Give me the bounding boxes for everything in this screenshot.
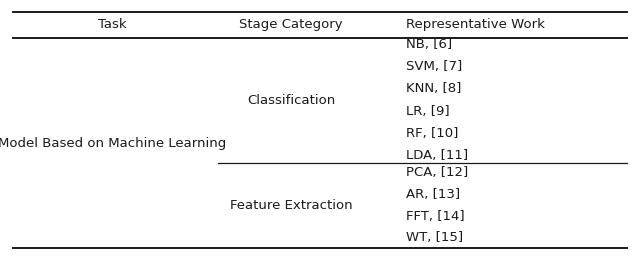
Text: Classification: Classification xyxy=(247,94,335,107)
Text: Representative Work: Representative Work xyxy=(406,18,545,31)
Text: LR, [9]: LR, [9] xyxy=(406,105,450,118)
Text: Task: Task xyxy=(98,18,126,31)
Text: LDA, [11]: LDA, [11] xyxy=(406,150,468,162)
Text: RF, [10]: RF, [10] xyxy=(406,127,459,140)
Text: FFT, [14]: FFT, [14] xyxy=(406,210,465,223)
Text: WT, [15]: WT, [15] xyxy=(406,231,463,244)
Text: Stage Category: Stage Category xyxy=(239,18,343,31)
Text: NB, [6]: NB, [6] xyxy=(406,38,452,51)
Text: PCA, [12]: PCA, [12] xyxy=(406,166,468,179)
Text: KNN, [8]: KNN, [8] xyxy=(406,82,462,95)
Text: Model Based on Machine Learning: Model Based on Machine Learning xyxy=(0,136,226,149)
Text: Feature Extraction: Feature Extraction xyxy=(230,199,353,212)
Text: AR, [13]: AR, [13] xyxy=(406,188,461,201)
Text: SVM, [7]: SVM, [7] xyxy=(406,60,463,73)
